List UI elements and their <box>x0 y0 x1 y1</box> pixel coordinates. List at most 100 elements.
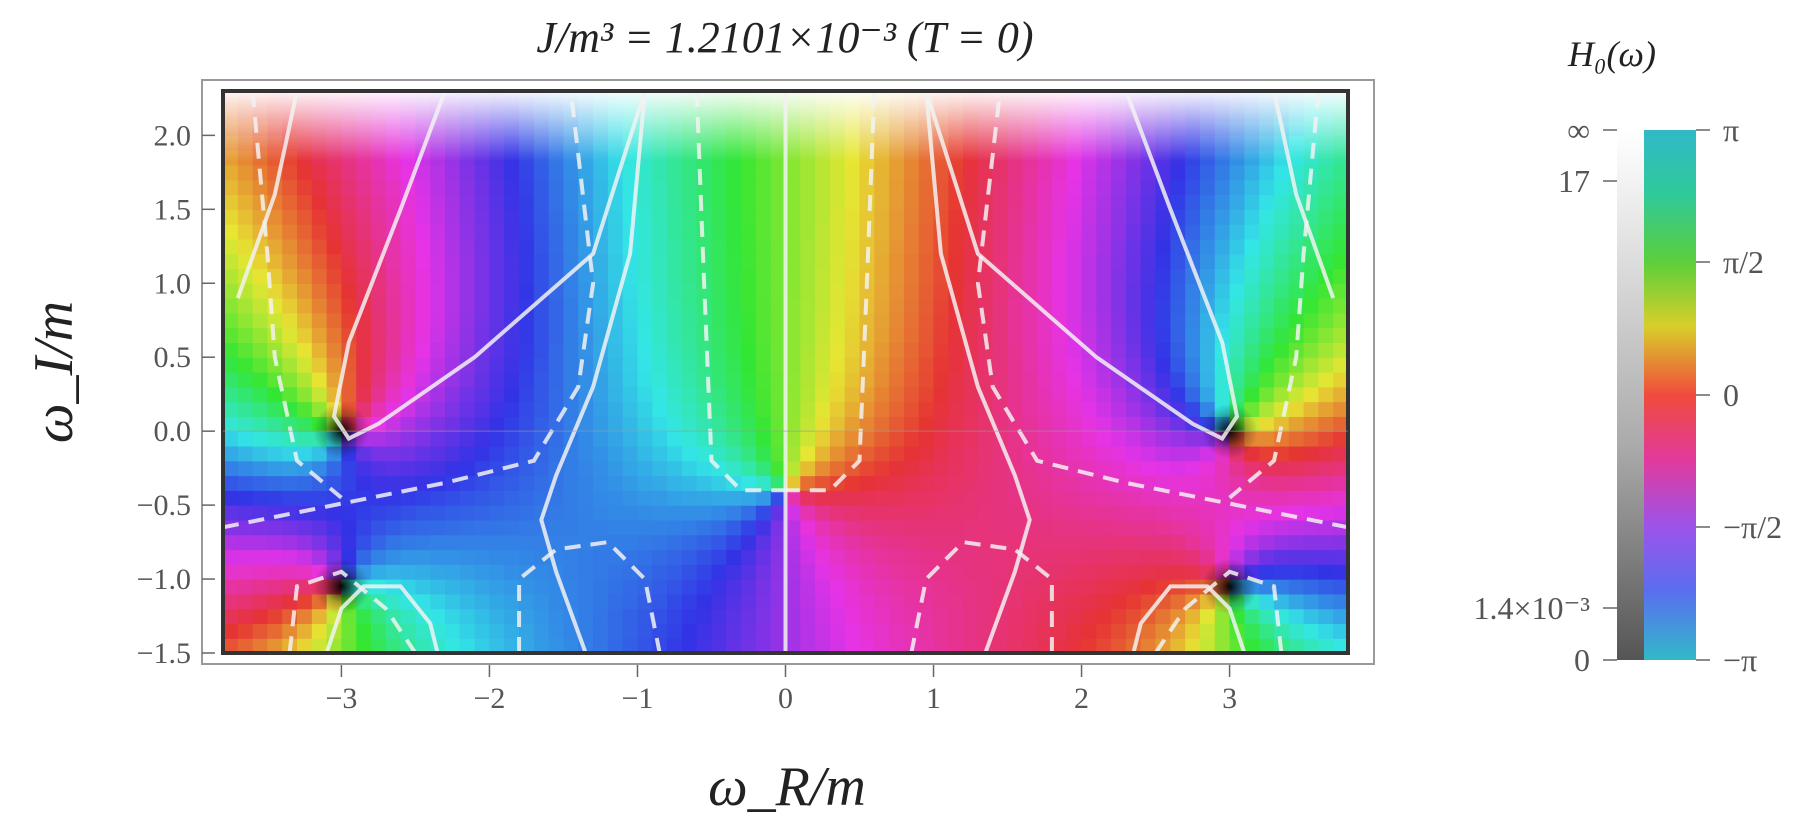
heatmap-cell <box>326 357 343 373</box>
heatmap-cell <box>829 564 846 580</box>
heatmap-cell <box>563 327 579 344</box>
heatmap-cell <box>1081 283 1097 299</box>
zero-marker <box>313 558 370 615</box>
heatmap-cell <box>829 638 846 653</box>
heatmap-cell <box>1333 342 1348 358</box>
heatmap-cell <box>445 416 461 432</box>
phase-tick-label: −π/2 <box>1723 509 1782 545</box>
heatmap-cell <box>1125 579 1142 595</box>
heatmap-cell <box>519 549 535 565</box>
heatmap-cell <box>445 608 461 625</box>
heatmap-cell <box>1037 490 1053 506</box>
heatmap-cell <box>770 460 787 477</box>
heatmap-cell <box>1111 327 1127 344</box>
zero-marker <box>1201 558 1258 615</box>
heatmap-cell <box>445 638 461 653</box>
heatmap-cell <box>667 253 683 270</box>
heatmap-cell <box>533 460 550 477</box>
heatmap-cell <box>918 460 935 477</box>
heatmap-cell <box>252 490 269 506</box>
heatmap-cell <box>1170 268 1186 284</box>
heatmap-cell <box>652 298 668 314</box>
heatmap-cell <box>667 549 683 565</box>
heatmap-cell <box>741 209 757 225</box>
heatmap-cell <box>533 209 550 225</box>
y-axis-label: ω_I/m <box>23 301 85 443</box>
heatmap-cell <box>992 298 1009 314</box>
heatmap-cell <box>652 312 668 329</box>
heatmap-cell <box>903 298 920 314</box>
heatmap-cell <box>430 283 446 299</box>
heatmap-cell <box>844 505 861 521</box>
heatmap-cell <box>755 298 772 314</box>
heatmap-cell <box>667 445 683 462</box>
heatmap-cell <box>1081 179 1097 196</box>
heatmap-cell <box>815 209 831 225</box>
heatmap-cell <box>1007 372 1023 388</box>
heatmap-cell <box>237 342 254 358</box>
heatmap-cell <box>474 357 491 373</box>
heatmap-cell <box>341 238 357 255</box>
heatmap-cell <box>933 416 949 432</box>
x-tick-label: 0 <box>778 682 793 715</box>
heatmap-cell <box>1155 298 1171 314</box>
heatmap-cell <box>963 179 979 196</box>
heatmap-cell <box>415 357 431 373</box>
heatmap-cell <box>430 194 446 210</box>
heatmap-cell <box>1170 372 1186 388</box>
heatmap-cell <box>711 283 727 299</box>
heatmap-cell <box>267 460 283 477</box>
heatmap-cell <box>445 298 461 314</box>
heatmap-cell <box>726 283 742 299</box>
heatmap-cell <box>1273 386 1290 403</box>
heatmap-cell <box>903 608 920 625</box>
heatmap-cell <box>681 179 698 196</box>
heatmap-cell <box>459 372 476 388</box>
heatmap-cell <box>874 564 890 580</box>
heatmap-cell <box>1303 475 1319 491</box>
heatmap-cell <box>1170 253 1186 270</box>
heatmap-cell <box>800 357 816 373</box>
heatmap-cell <box>223 298 239 314</box>
heatmap-cell <box>770 179 787 196</box>
heatmap-cell <box>755 534 772 551</box>
heatmap-cell <box>1273 579 1290 595</box>
phase-colorbar <box>1644 130 1696 660</box>
heatmap-cell <box>726 312 742 329</box>
heatmap-cell <box>1170 505 1186 521</box>
heatmap-cell <box>504 623 520 639</box>
heatmap-cell <box>1214 283 1231 299</box>
heatmap-cell <box>1037 416 1053 432</box>
x-axis-label: ω_R/m <box>708 756 866 818</box>
heatmap-cell <box>859 623 875 639</box>
heatmap-cell <box>681 475 698 491</box>
heatmap-cell <box>593 268 609 284</box>
heatmap-cell <box>1244 534 1260 551</box>
heatmap-cell <box>326 460 343 477</box>
heatmap-cell <box>1125 298 1142 314</box>
heatmap-cell <box>963 298 979 314</box>
heatmap-cell <box>785 312 801 329</box>
heatmap-cell <box>267 490 283 506</box>
heatmap-cell <box>445 386 461 403</box>
heatmap-cell <box>548 253 565 270</box>
heatmap-cell <box>622 460 639 477</box>
heatmap-cell <box>1259 224 1275 240</box>
heatmap-cell <box>711 475 727 491</box>
heatmap-cell <box>371 357 387 373</box>
heatmap-cell <box>415 490 431 506</box>
heatmap-cell <box>785 505 801 521</box>
heatmap-cell <box>1318 194 1334 210</box>
heatmap-cell <box>356 224 372 240</box>
heatmap-cell <box>1125 401 1142 417</box>
heatmap-cell <box>681 164 698 181</box>
heatmap-cell <box>400 431 417 447</box>
heatmap-cell <box>948 416 964 432</box>
heatmap-cell <box>415 298 431 314</box>
heatmap-cell <box>311 194 328 210</box>
heatmap-cell <box>474 194 491 210</box>
heatmap-cell <box>1096 593 1112 610</box>
heatmap-cell <box>844 194 861 210</box>
heatmap-cell <box>1185 209 1201 225</box>
heatmap-cell <box>1051 431 1068 447</box>
